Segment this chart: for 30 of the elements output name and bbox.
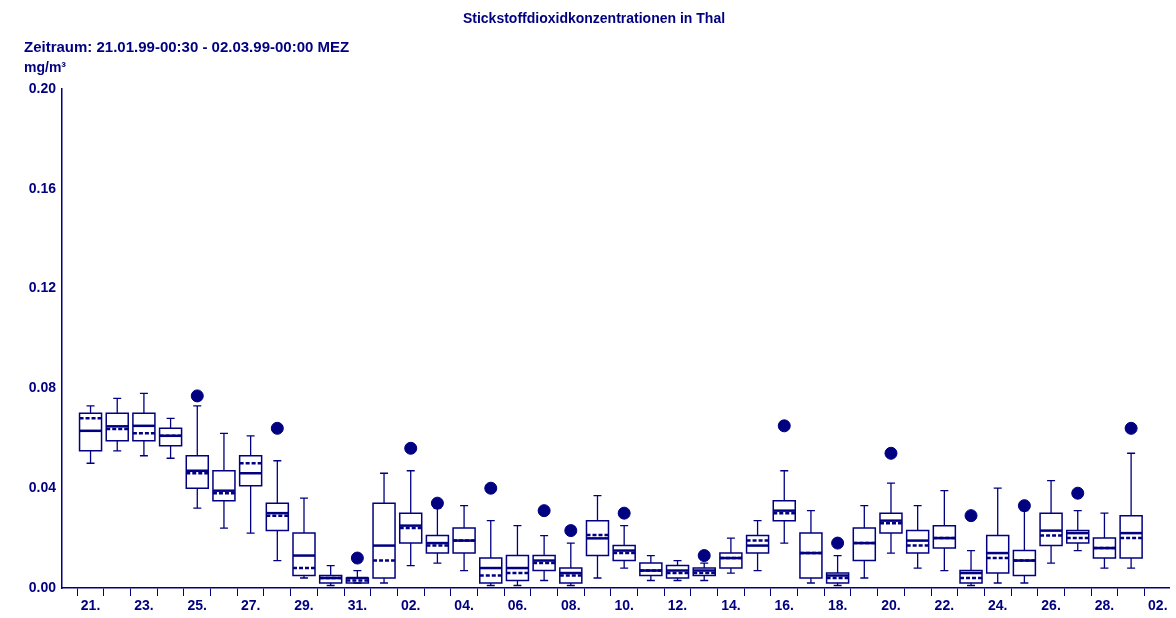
x-tick-label: 21.	[80, 597, 101, 614]
x-tick-label: 16.	[774, 597, 794, 614]
x-tick-label: 14.	[721, 597, 741, 614]
x-tick-label: 02.	[400, 597, 421, 614]
chart-subtitle: Zeitraum: 21.01.99-00:30 - 02.03.99-00:00 MEZ	[24, 38, 350, 55]
x-tick-label: 24.	[987, 597, 1008, 614]
x-tick-label: 18.	[827, 597, 848, 614]
y-tick-label: 0.00	[28, 578, 57, 595]
x-tick-label: 06.	[507, 597, 528, 614]
y-axis-title: mg/m³	[24, 59, 66, 75]
x-tick-label: 08.	[561, 597, 581, 614]
x-tick-label: 12.	[667, 597, 688, 614]
x-tick-label: 31.	[347, 597, 368, 614]
y-tick-label: 0.08	[28, 379, 57, 396]
x-tick-label: 28.	[1094, 597, 1115, 614]
x-tick-label: 23.	[134, 597, 154, 614]
y-tick-label: 0.20	[28, 79, 57, 96]
y-tick-label: 0.12	[28, 279, 57, 296]
x-tick-label: 25.	[187, 597, 208, 614]
x-tick-label: 29.	[294, 597, 314, 614]
x-tick-label: 04.	[454, 597, 474, 614]
x-tick-label: 10.	[614, 597, 634, 614]
x-tick-label: 26.	[1041, 597, 1061, 614]
chart-title: Stickstoffdioxidkonzentrationen in Thal	[461, 10, 727, 26]
y-tick-label: 0.04	[28, 479, 57, 496]
x-tick-label: 02.	[1148, 597, 1168, 614]
x-tick-label: 22.	[934, 597, 955, 614]
x-tick-label: 20.	[881, 597, 901, 614]
x-tick-label: 27.	[240, 597, 261, 614]
y-tick-label: 0.16	[28, 179, 57, 196]
